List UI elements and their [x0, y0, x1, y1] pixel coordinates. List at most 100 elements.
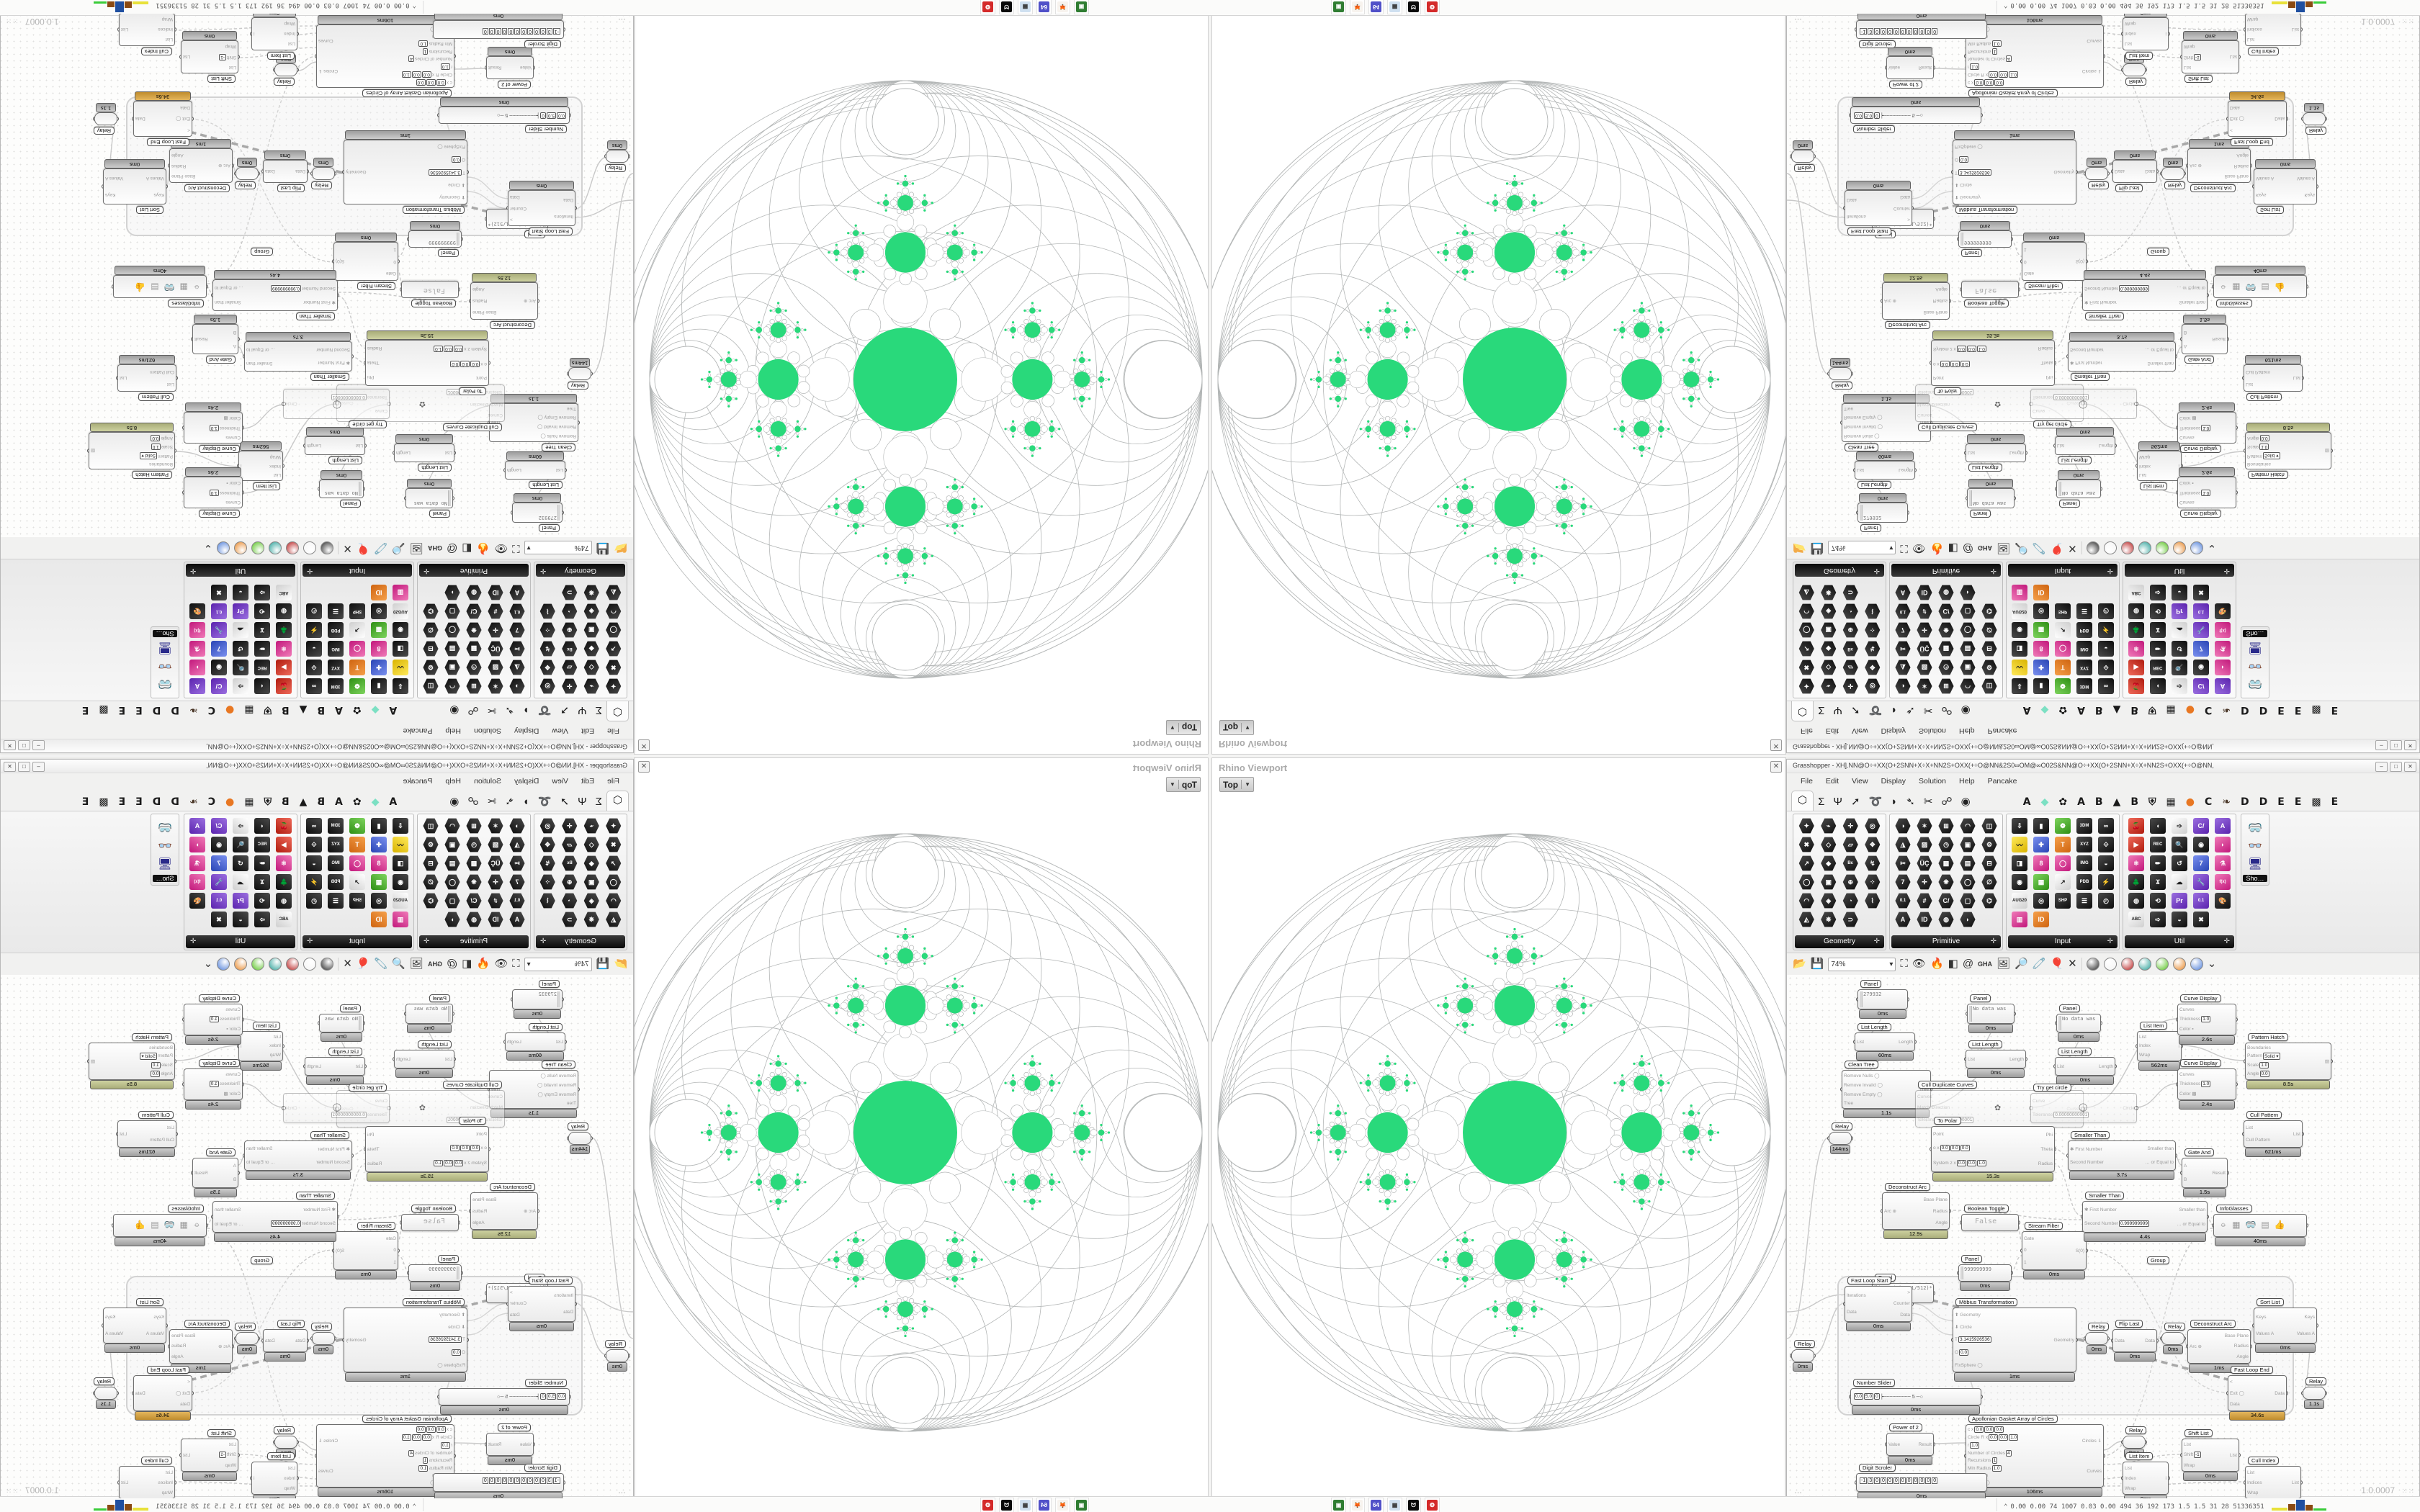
maximize-button[interactable]: □: [18, 740, 30, 750]
digit-cell[interactable]: 0: [534, 28, 539, 35]
digit-cell[interactable]: 0: [508, 28, 514, 35]
node-body[interactable]: Data Data: [263, 160, 308, 183]
node-name-tag[interactable]: Deconstruct Arc: [2190, 184, 2236, 192]
toolbar-icon-4[interactable]: @: [446, 542, 458, 554]
component-icon[interactable]: ▶: [276, 837, 292, 852]
component-icon[interactable]: ☰: [328, 893, 344, 909]
panel-content[interactable]: No data was: [413, 500, 447, 506]
value-chip[interactable]: 0.0: [436, 1426, 446, 1433]
component-icon[interactable]: ✂: [1895, 855, 1911, 871]
expand-icon[interactable]: ✛: [190, 937, 197, 945]
infoglasses-icon[interactable]: ⦵: [192, 1219, 200, 1229]
component-icon[interactable]: 7: [509, 622, 525, 638]
toolbar-icon-9[interactable]: 🎈: [356, 542, 370, 554]
component-icon[interactable]: 3DM: [2076, 818, 2092, 834]
tab-plugin-8[interactable]: ▦: [2166, 704, 2176, 716]
node-name-tag[interactable]: Smaller Than: [310, 373, 349, 381]
component-icon[interactable]: ✏: [2150, 641, 2166, 657]
node-body[interactable]: Curves Thickness 1.0 Color ▪: [184, 1004, 243, 1035]
component-icon[interactable]: ⚛: [2128, 641, 2144, 657]
node-name-tag[interactable]: Panel: [339, 1004, 361, 1012]
toolbar-icon-5[interactable]: GHA: [427, 960, 442, 968]
toolbar-icon-5[interactable]: GHA: [427, 544, 442, 552]
tab-plugin-10[interactable]: C: [207, 796, 215, 808]
tab-plugin-11[interactable]: ❧: [2222, 704, 2231, 716]
component-icon[interactable]: ⊃: [562, 912, 578, 927]
component-icon[interactable]: PDB: [2076, 622, 2092, 638]
component-icon[interactable]: IMG: [2076, 641, 2092, 657]
tab-icon-1[interactable]: Σ: [595, 796, 602, 808]
ribbon-group-label[interactable]: Util ✛: [186, 564, 295, 577]
node-body[interactable]: [312, 1332, 335, 1345]
node-name-tag[interactable]: Fast Loop Start: [528, 228, 573, 235]
component-icon[interactable]: ABC: [276, 585, 292, 600]
node-name-tag[interactable]: Clean Tree: [542, 444, 575, 451]
component-icon[interactable]: ⚡: [306, 622, 322, 638]
tab-icon-7[interactable]: ✂: [1923, 704, 1933, 716]
tab-icon-7[interactable]: ✂: [487, 704, 497, 716]
taskbar-tile[interactable]: ▣: [1331, 0, 1346, 14]
ribbon-group-label[interactable]: Primitive ✛: [419, 935, 529, 948]
menu-item-view[interactable]: View: [552, 726, 568, 735]
toolbar-icon-7[interactable]: 🔎: [2015, 542, 2028, 554]
component-icon[interactable]: 🔍: [233, 660, 248, 675]
display-mode-icon-4[interactable]: [251, 958, 265, 971]
component-icon[interactable]: ⌇: [539, 603, 555, 619]
node-name-tag[interactable]: Smaller Than: [310, 1131, 349, 1139]
node-name-tag[interactable]: Panel: [538, 524, 560, 532]
node-body[interactable]: ⦵ ▦ 🥽 ▤ 👍: [113, 1214, 207, 1237]
component-icon[interactable]: ✂: [509, 641, 525, 657]
component-icon[interactable]: ◍: [2128, 603, 2144, 619]
component-icon[interactable]: ⊕: [1842, 622, 1858, 638]
value-chip[interactable]: 1.0: [440, 1441, 450, 1449]
toolbar-icon-1[interactable]: 👁: [494, 958, 508, 970]
node-name-tag[interactable]: Number Slider: [525, 1379, 567, 1387]
tab-icon-1[interactable]: Σ: [1818, 704, 1825, 716]
node-name-tag[interactable]: Group: [251, 248, 273, 256]
component-icon[interactable]: ▦: [371, 622, 387, 638]
node-name-tag[interactable]: InfoGlasses: [168, 1205, 204, 1212]
component-icon[interactable]: ◗: [189, 837, 205, 852]
node-name-tag[interactable]: Smaller Than: [295, 1192, 335, 1200]
palette-label[interactable]: Sho…: [153, 630, 177, 637]
node-body[interactable]: Curve Tolerance 0.00000000001 Circle: [283, 389, 390, 419]
node-name-tag[interactable]: Relay: [273, 1426, 295, 1434]
value-chip[interactable]: 0.0: [1950, 360, 1960, 367]
menu-item-display[interactable]: Display: [1881, 777, 1906, 786]
component-icon[interactable]: ✛: [488, 622, 503, 638]
save-icon[interactable]: 💾: [596, 542, 610, 554]
tab-plugin-4[interactable]: B: [2094, 796, 2103, 808]
slider-bound[interactable]: 0.0: [1854, 112, 1864, 119]
value-chip[interactable]: 0.0: [460, 1145, 470, 1152]
value-chip[interactable]: 1.0: [2259, 443, 2269, 450]
tab-plugin-8[interactable]: ▦: [244, 796, 254, 808]
component-icon[interactable]: ◖: [254, 818, 270, 834]
component-icon[interactable]: ▢: [444, 893, 460, 909]
node-name-tag[interactable]: List Length: [1968, 464, 2002, 472]
component-icon[interactable]: ❋: [583, 912, 599, 927]
maximize-button[interactable]: □: [18, 762, 30, 772]
component-icon[interactable]: ◷: [1938, 837, 1954, 852]
toolbar-icon-10[interactable]: ✕: [343, 958, 352, 970]
component-icon[interactable]: ⊃: [1842, 585, 1858, 600]
component-icon[interactable]: ▩: [1938, 855, 1954, 871]
node-name-tag[interactable]: Panel: [2059, 500, 2081, 508]
component-icon[interactable]: ◆: [583, 855, 599, 871]
component-icon[interactable]: ◉: [393, 874, 408, 890]
menu-item-view[interactable]: View: [552, 777, 568, 786]
component-icon[interactable]: ◒: [2172, 585, 2187, 600]
component-icon[interactable]: ✶: [1917, 818, 1932, 834]
node-name-tag[interactable]: Relay: [2088, 181, 2110, 189]
taskbar-tile[interactable]: ▣: [1074, 1498, 1089, 1512]
tab-icon-1[interactable]: Σ: [595, 704, 602, 716]
value-chip[interactable]: 1.0: [418, 40, 429, 47]
node-name-tag[interactable]: Cull Pattern: [138, 393, 174, 401]
menu-item-view[interactable]: View: [1852, 726, 1868, 735]
component-icon[interactable]: ∅: [423, 874, 439, 890]
component-icon[interactable]: ⁘: [539, 874, 555, 890]
component-icon[interactable]: ◍: [466, 585, 482, 600]
node-body[interactable]: Boundaries Pattern Solid ▾ Scale 1.0 Angle 0.0…: [89, 432, 175, 469]
tab-plugin-2[interactable]: ✿: [352, 704, 362, 716]
component-icon[interactable]: ⇩: [393, 818, 408, 834]
component-icon[interactable]: 🔧: [2193, 622, 2209, 638]
